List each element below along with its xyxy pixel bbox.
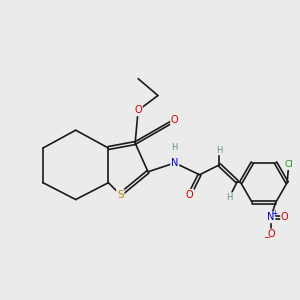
Text: +: + — [272, 209, 278, 218]
Text: S: S — [117, 190, 124, 200]
Text: H: H — [216, 146, 223, 154]
Text: O: O — [186, 190, 194, 200]
Text: N: N — [267, 212, 274, 222]
Text: O: O — [267, 229, 275, 239]
Text: H: H — [172, 142, 178, 152]
Text: N: N — [171, 158, 178, 168]
Text: H: H — [226, 193, 232, 202]
Text: O: O — [171, 115, 178, 125]
Text: O: O — [281, 212, 289, 222]
Text: −: − — [263, 234, 271, 243]
Text: Cl: Cl — [284, 160, 293, 169]
Text: O: O — [134, 105, 142, 116]
